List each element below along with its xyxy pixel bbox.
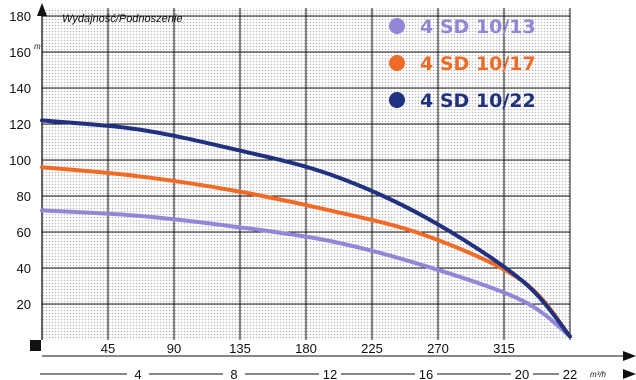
y-axis-arrow-icon: [37, 3, 47, 16]
x-bottom-tick-label: 8: [230, 367, 237, 380]
x-bottom-tick-label: 16: [419, 367, 433, 380]
y-tick-label: 100: [9, 153, 31, 168]
x-bottom-tick-label: 4: [134, 367, 141, 380]
y-tick-label: 140: [9, 81, 31, 96]
y-axis-unit: m: [34, 42, 41, 51]
y-axis-title: Wydajność/Podnoszenie: [62, 13, 182, 25]
y-tick-label: 40: [17, 261, 31, 276]
x-top-tick-label: 315: [493, 341, 515, 356]
x-top-tick-label: 270: [427, 341, 449, 356]
legend-label: 4 SD 10/13: [420, 16, 536, 38]
origin-square-icon: [30, 340, 41, 351]
x-top-tick-label: 90: [167, 341, 181, 356]
legend-marker-icon: [389, 92, 405, 108]
legend-label: 4 SD 10/22: [420, 90, 536, 112]
series-line-1: [40, 208, 572, 339]
x-bottom-tick-label: 20: [515, 367, 529, 380]
x-top-tick-label: 135: [229, 341, 251, 356]
x-top-tick-label: 180: [295, 341, 317, 356]
series-lines: [40, 118, 572, 339]
legend-label: 4 SD 10/17: [420, 53, 536, 75]
y-tick-label: 180: [9, 9, 31, 24]
y-tick-label: 80: [17, 189, 31, 204]
y-tick-label: 120: [9, 117, 31, 132]
y-tick-label: 160: [9, 45, 31, 60]
legend: 4 SD 10/13 4 SD 10/17 4 SD 10/22: [389, 16, 536, 112]
x-top-tick-label: 225: [361, 341, 383, 356]
x-top-tick-label: 45: [101, 341, 115, 356]
x-axis-unit: m³/h: [590, 370, 607, 379]
x-bottom-tick-label: 12: [323, 367, 337, 380]
y-tick-label: 60: [17, 225, 31, 240]
x-axis-top-arrow-icon: [623, 351, 636, 361]
x-axis-bottom-arrow-icon: [623, 369, 636, 379]
y-tick-label: 20: [17, 297, 31, 312]
series-line-3: [40, 118, 572, 339]
x-bottom-tick-label: 22: [563, 367, 577, 380]
tick-labels: 20 40 60 80 100 120 140 160 180 45 90 135 180 225 270 3…: [9, 9, 577, 380]
legend-marker-icon: [389, 55, 405, 71]
legend-marker-icon: [389, 18, 405, 34]
